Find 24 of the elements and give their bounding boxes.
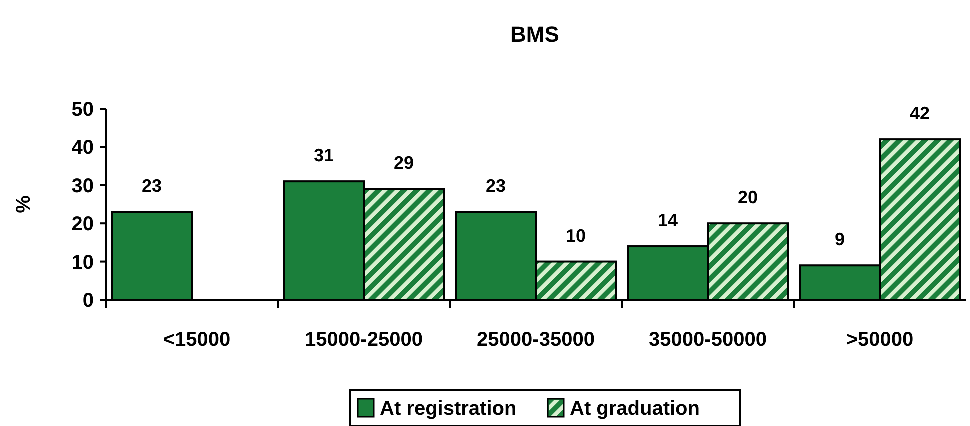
legend-label: At graduation [570,398,700,420]
x-tick-label: >50000 [846,329,914,351]
y-tick-label: 50 [72,99,94,121]
y-axis-title: % [13,195,35,214]
x-tick-label: 25000-35000 [477,329,595,351]
data-label: 23 [142,176,162,196]
x-tick-label: 15000-25000 [305,329,423,351]
y-tick-label: 20 [72,214,94,236]
y-tick-label: 40 [72,137,94,160]
data-label: 20 [738,188,758,208]
data-label: 42 [910,104,930,124]
data-label: 31 [314,146,334,166]
data-label: 10 [566,226,586,246]
data-label: 9 [834,230,846,250]
x-tick-label: 35000-50000 [649,329,767,351]
y-tick-label: 10 [72,252,94,274]
legend-label: At registration [380,398,517,420]
data-label: 23 [486,176,506,196]
y-tick-label: 30 [72,175,94,198]
data-label: 14 [658,210,678,231]
chart-title: BMS [510,22,560,47]
y-tick-label: 0 [82,290,94,312]
x-tick-label: <15000 [163,329,231,351]
data-label: 29 [394,153,414,174]
